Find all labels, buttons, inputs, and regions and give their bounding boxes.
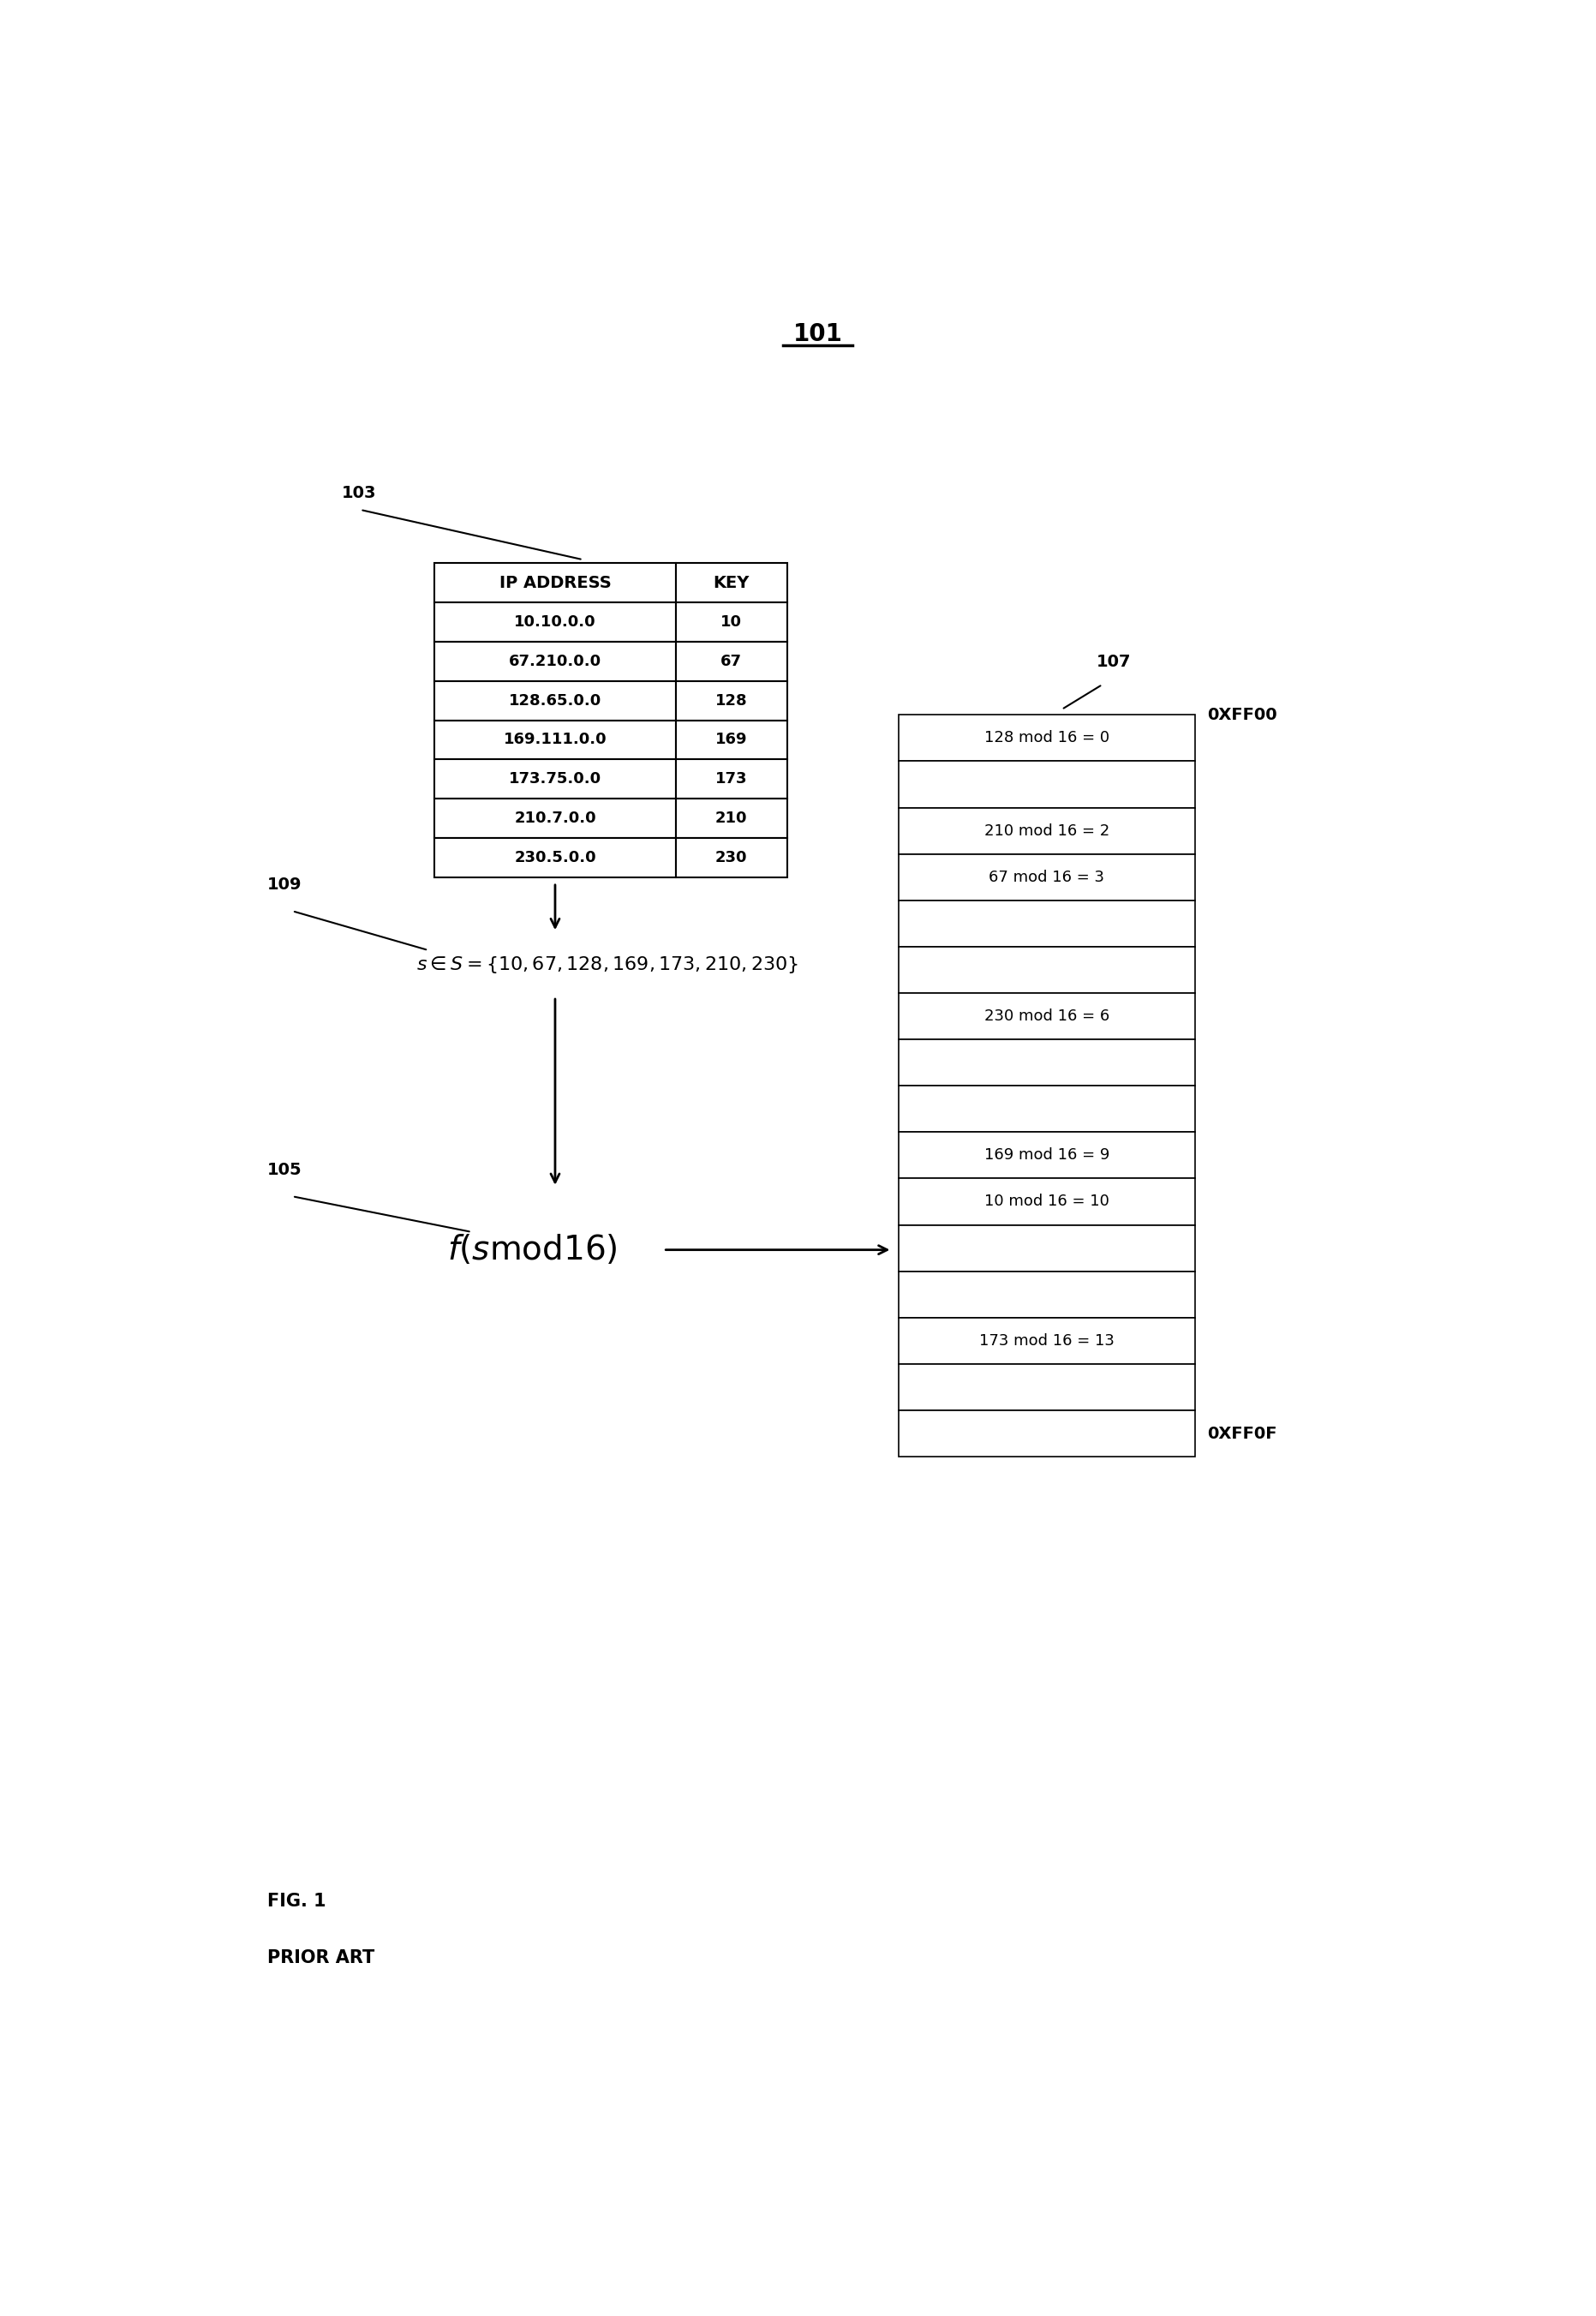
Bar	[899, 1271, 1195, 1318]
Bar	[434, 642, 675, 681]
Text: 169.111.0.0: 169.111.0.0	[503, 732, 606, 748]
Text: 210: 210	[715, 811, 747, 827]
Bar	[899, 947, 1195, 994]
Bar	[899, 1410, 1195, 1457]
Text: $s \in S = \{10,67,128,169,173,210,230\}$: $s \in S = \{10,67,128,169,173,210,230\}…	[417, 954, 798, 975]
Text: 210 mod 16 = 2: 210 mod 16 = 2	[985, 822, 1109, 838]
Text: 67 mod 16 = 3: 67 mod 16 = 3	[990, 868, 1104, 885]
Bar	[899, 994, 1195, 1040]
Text: 173 mod 16 = 13: 173 mod 16 = 13	[980, 1334, 1114, 1348]
Text: 10.10.0.0: 10.10.0.0	[514, 614, 595, 630]
Text: 10: 10	[721, 614, 742, 630]
Text: $f\mathit{(s}$$\mathrm{mod16)}$: $f\mathit{(s}$$\mathrm{mod16)}$	[447, 1232, 618, 1267]
Bar	[899, 1040, 1195, 1086]
Text: 105: 105	[268, 1163, 302, 1179]
Text: 0XFF00: 0XFF00	[1208, 706, 1277, 723]
Bar	[434, 838, 675, 878]
Bar	[899, 716, 1195, 762]
Bar	[675, 799, 787, 838]
Text: 0XFF0F: 0XFF0F	[1208, 1424, 1277, 1441]
Text: 103: 103	[342, 484, 377, 500]
Text: 230 mod 16 = 6: 230 mod 16 = 6	[985, 1007, 1109, 1024]
Text: 169 mod 16 = 9: 169 mod 16 = 9	[985, 1149, 1109, 1163]
Bar	[899, 1179, 1195, 1225]
Bar	[899, 762, 1195, 808]
Text: PRIOR ART: PRIOR ART	[268, 1948, 375, 1966]
Bar	[899, 1133, 1195, 1179]
Bar	[675, 681, 787, 720]
Bar	[675, 563, 787, 602]
Bar	[675, 602, 787, 642]
Text: 230: 230	[715, 850, 747, 866]
Bar	[434, 799, 675, 838]
Text: 109: 109	[268, 878, 302, 894]
Text: IP ADDRESS: IP ADDRESS	[500, 574, 611, 591]
Text: 173: 173	[715, 771, 747, 787]
Text: FIG. 1: FIG. 1	[268, 1892, 326, 1911]
Text: 128 mod 16 = 0: 128 mod 16 = 0	[985, 730, 1109, 746]
Text: 230.5.0.0: 230.5.0.0	[514, 850, 595, 866]
Text: 128.65.0.0: 128.65.0.0	[509, 692, 602, 709]
Bar	[434, 602, 675, 642]
Text: 128: 128	[715, 692, 747, 709]
Bar	[434, 720, 675, 760]
Bar	[899, 1086, 1195, 1133]
Text: 101: 101	[793, 322, 843, 347]
Bar	[899, 901, 1195, 947]
Bar	[899, 1364, 1195, 1410]
Text: 67.210.0.0: 67.210.0.0	[509, 653, 602, 669]
Bar	[899, 808, 1195, 855]
Bar	[899, 1225, 1195, 1271]
Bar	[675, 760, 787, 799]
Text: 67: 67	[721, 653, 742, 669]
Bar	[434, 760, 675, 799]
Text: 10 mod 16 = 10: 10 mod 16 = 10	[985, 1195, 1109, 1209]
Text: KEY: KEY	[713, 574, 750, 591]
Bar	[899, 855, 1195, 901]
Bar	[434, 681, 675, 720]
Text: 210.7.0.0: 210.7.0.0	[514, 811, 595, 827]
Text: 169: 169	[715, 732, 747, 748]
Bar	[675, 838, 787, 878]
Bar	[899, 1318, 1195, 1364]
Bar	[434, 563, 675, 602]
Bar	[675, 720, 787, 760]
Bar	[675, 642, 787, 681]
Text: 107: 107	[1096, 653, 1132, 669]
Text: 173.75.0.0: 173.75.0.0	[509, 771, 602, 787]
